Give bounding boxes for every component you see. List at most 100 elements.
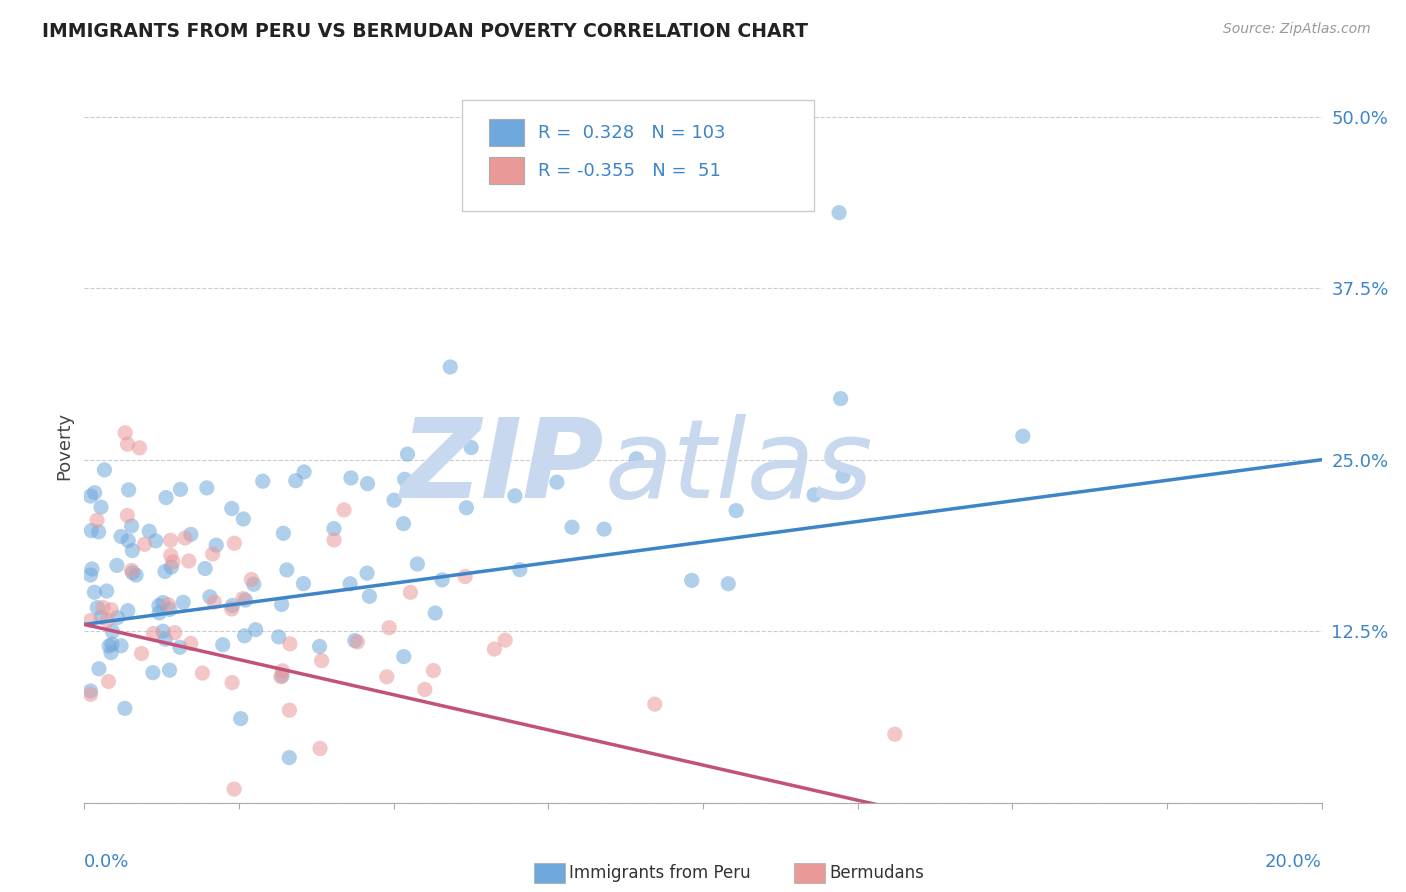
Point bbox=[273, 526, 295, 541]
Point bbox=[644, 697, 666, 711]
Point bbox=[125, 568, 148, 582]
Point bbox=[205, 538, 228, 552]
Point bbox=[145, 533, 167, 548]
Point bbox=[79, 568, 101, 582]
Point bbox=[86, 600, 108, 615]
Point bbox=[159, 663, 181, 677]
Point bbox=[309, 741, 332, 756]
Point bbox=[87, 662, 110, 676]
Point bbox=[270, 598, 292, 612]
Point bbox=[96, 613, 118, 627]
Point bbox=[96, 584, 118, 599]
Point bbox=[93, 463, 115, 477]
Point bbox=[155, 632, 177, 647]
Point bbox=[494, 633, 516, 648]
Point bbox=[80, 524, 103, 538]
Point bbox=[284, 474, 307, 488]
Point bbox=[233, 629, 256, 643]
Text: ZIP: ZIP bbox=[401, 414, 605, 521]
Point bbox=[1011, 429, 1033, 443]
Point bbox=[174, 531, 197, 545]
Point bbox=[117, 437, 139, 451]
Point bbox=[221, 501, 243, 516]
Point bbox=[221, 675, 243, 690]
Y-axis label: Poverty: Poverty bbox=[55, 412, 73, 480]
Text: Immigrants from Peru: Immigrants from Peru bbox=[569, 864, 751, 882]
Point bbox=[292, 576, 315, 591]
Point bbox=[148, 606, 170, 620]
Point bbox=[561, 520, 583, 534]
Point bbox=[278, 750, 301, 764]
Point bbox=[221, 602, 243, 616]
Point bbox=[271, 664, 294, 678]
Point bbox=[406, 557, 429, 571]
Point bbox=[100, 603, 122, 617]
Point bbox=[162, 555, 184, 569]
Point bbox=[79, 489, 101, 503]
Point bbox=[157, 598, 180, 612]
Point bbox=[346, 635, 368, 649]
Point bbox=[202, 595, 225, 609]
Point bbox=[152, 595, 174, 609]
Point bbox=[79, 687, 101, 701]
Point bbox=[830, 392, 852, 406]
Point bbox=[422, 664, 444, 678]
Point bbox=[142, 626, 165, 640]
Bar bbox=[489, 120, 523, 146]
Point bbox=[101, 624, 124, 639]
Point bbox=[232, 591, 254, 606]
Point bbox=[232, 512, 254, 526]
Point bbox=[392, 649, 415, 664]
Point bbox=[79, 684, 101, 698]
Point bbox=[121, 543, 143, 558]
Bar bbox=[489, 157, 523, 184]
Point bbox=[87, 524, 110, 539]
Point bbox=[180, 636, 202, 650]
Point bbox=[323, 522, 346, 536]
Point bbox=[172, 595, 194, 609]
Text: 0.0%: 0.0% bbox=[84, 853, 129, 871]
Point bbox=[242, 577, 264, 591]
Point bbox=[148, 599, 170, 613]
Point bbox=[105, 610, 128, 624]
Point bbox=[503, 489, 526, 503]
Point bbox=[138, 524, 160, 539]
Point bbox=[105, 558, 128, 573]
Point bbox=[211, 638, 233, 652]
Point bbox=[430, 573, 453, 587]
Text: atlas: atlas bbox=[605, 414, 873, 521]
Point bbox=[98, 639, 121, 653]
Point bbox=[121, 564, 143, 578]
Point bbox=[593, 522, 616, 536]
Point bbox=[425, 606, 447, 620]
Point bbox=[121, 519, 143, 533]
Point bbox=[117, 604, 139, 618]
Point bbox=[832, 469, 855, 483]
Point bbox=[392, 516, 415, 531]
Text: Bermudans: Bermudans bbox=[830, 864, 924, 882]
Point bbox=[276, 563, 298, 577]
Text: R = -0.355   N =  51: R = -0.355 N = 51 bbox=[538, 161, 721, 179]
Point bbox=[90, 610, 112, 624]
Point bbox=[83, 485, 105, 500]
Point bbox=[83, 585, 105, 599]
Point bbox=[160, 560, 183, 574]
Point bbox=[484, 642, 506, 657]
Point bbox=[240, 573, 263, 587]
Point bbox=[195, 481, 218, 495]
Point bbox=[271, 669, 294, 683]
Point bbox=[159, 549, 181, 563]
Point bbox=[224, 536, 246, 550]
Point bbox=[339, 576, 361, 591]
Point bbox=[235, 593, 257, 607]
Point bbox=[454, 569, 477, 583]
Point bbox=[356, 476, 378, 491]
Point bbox=[359, 589, 381, 603]
Point bbox=[267, 630, 290, 644]
Point bbox=[117, 483, 139, 497]
Point bbox=[229, 712, 252, 726]
Point bbox=[159, 533, 181, 548]
Point bbox=[153, 565, 176, 579]
Point bbox=[142, 665, 165, 680]
Point bbox=[413, 682, 436, 697]
